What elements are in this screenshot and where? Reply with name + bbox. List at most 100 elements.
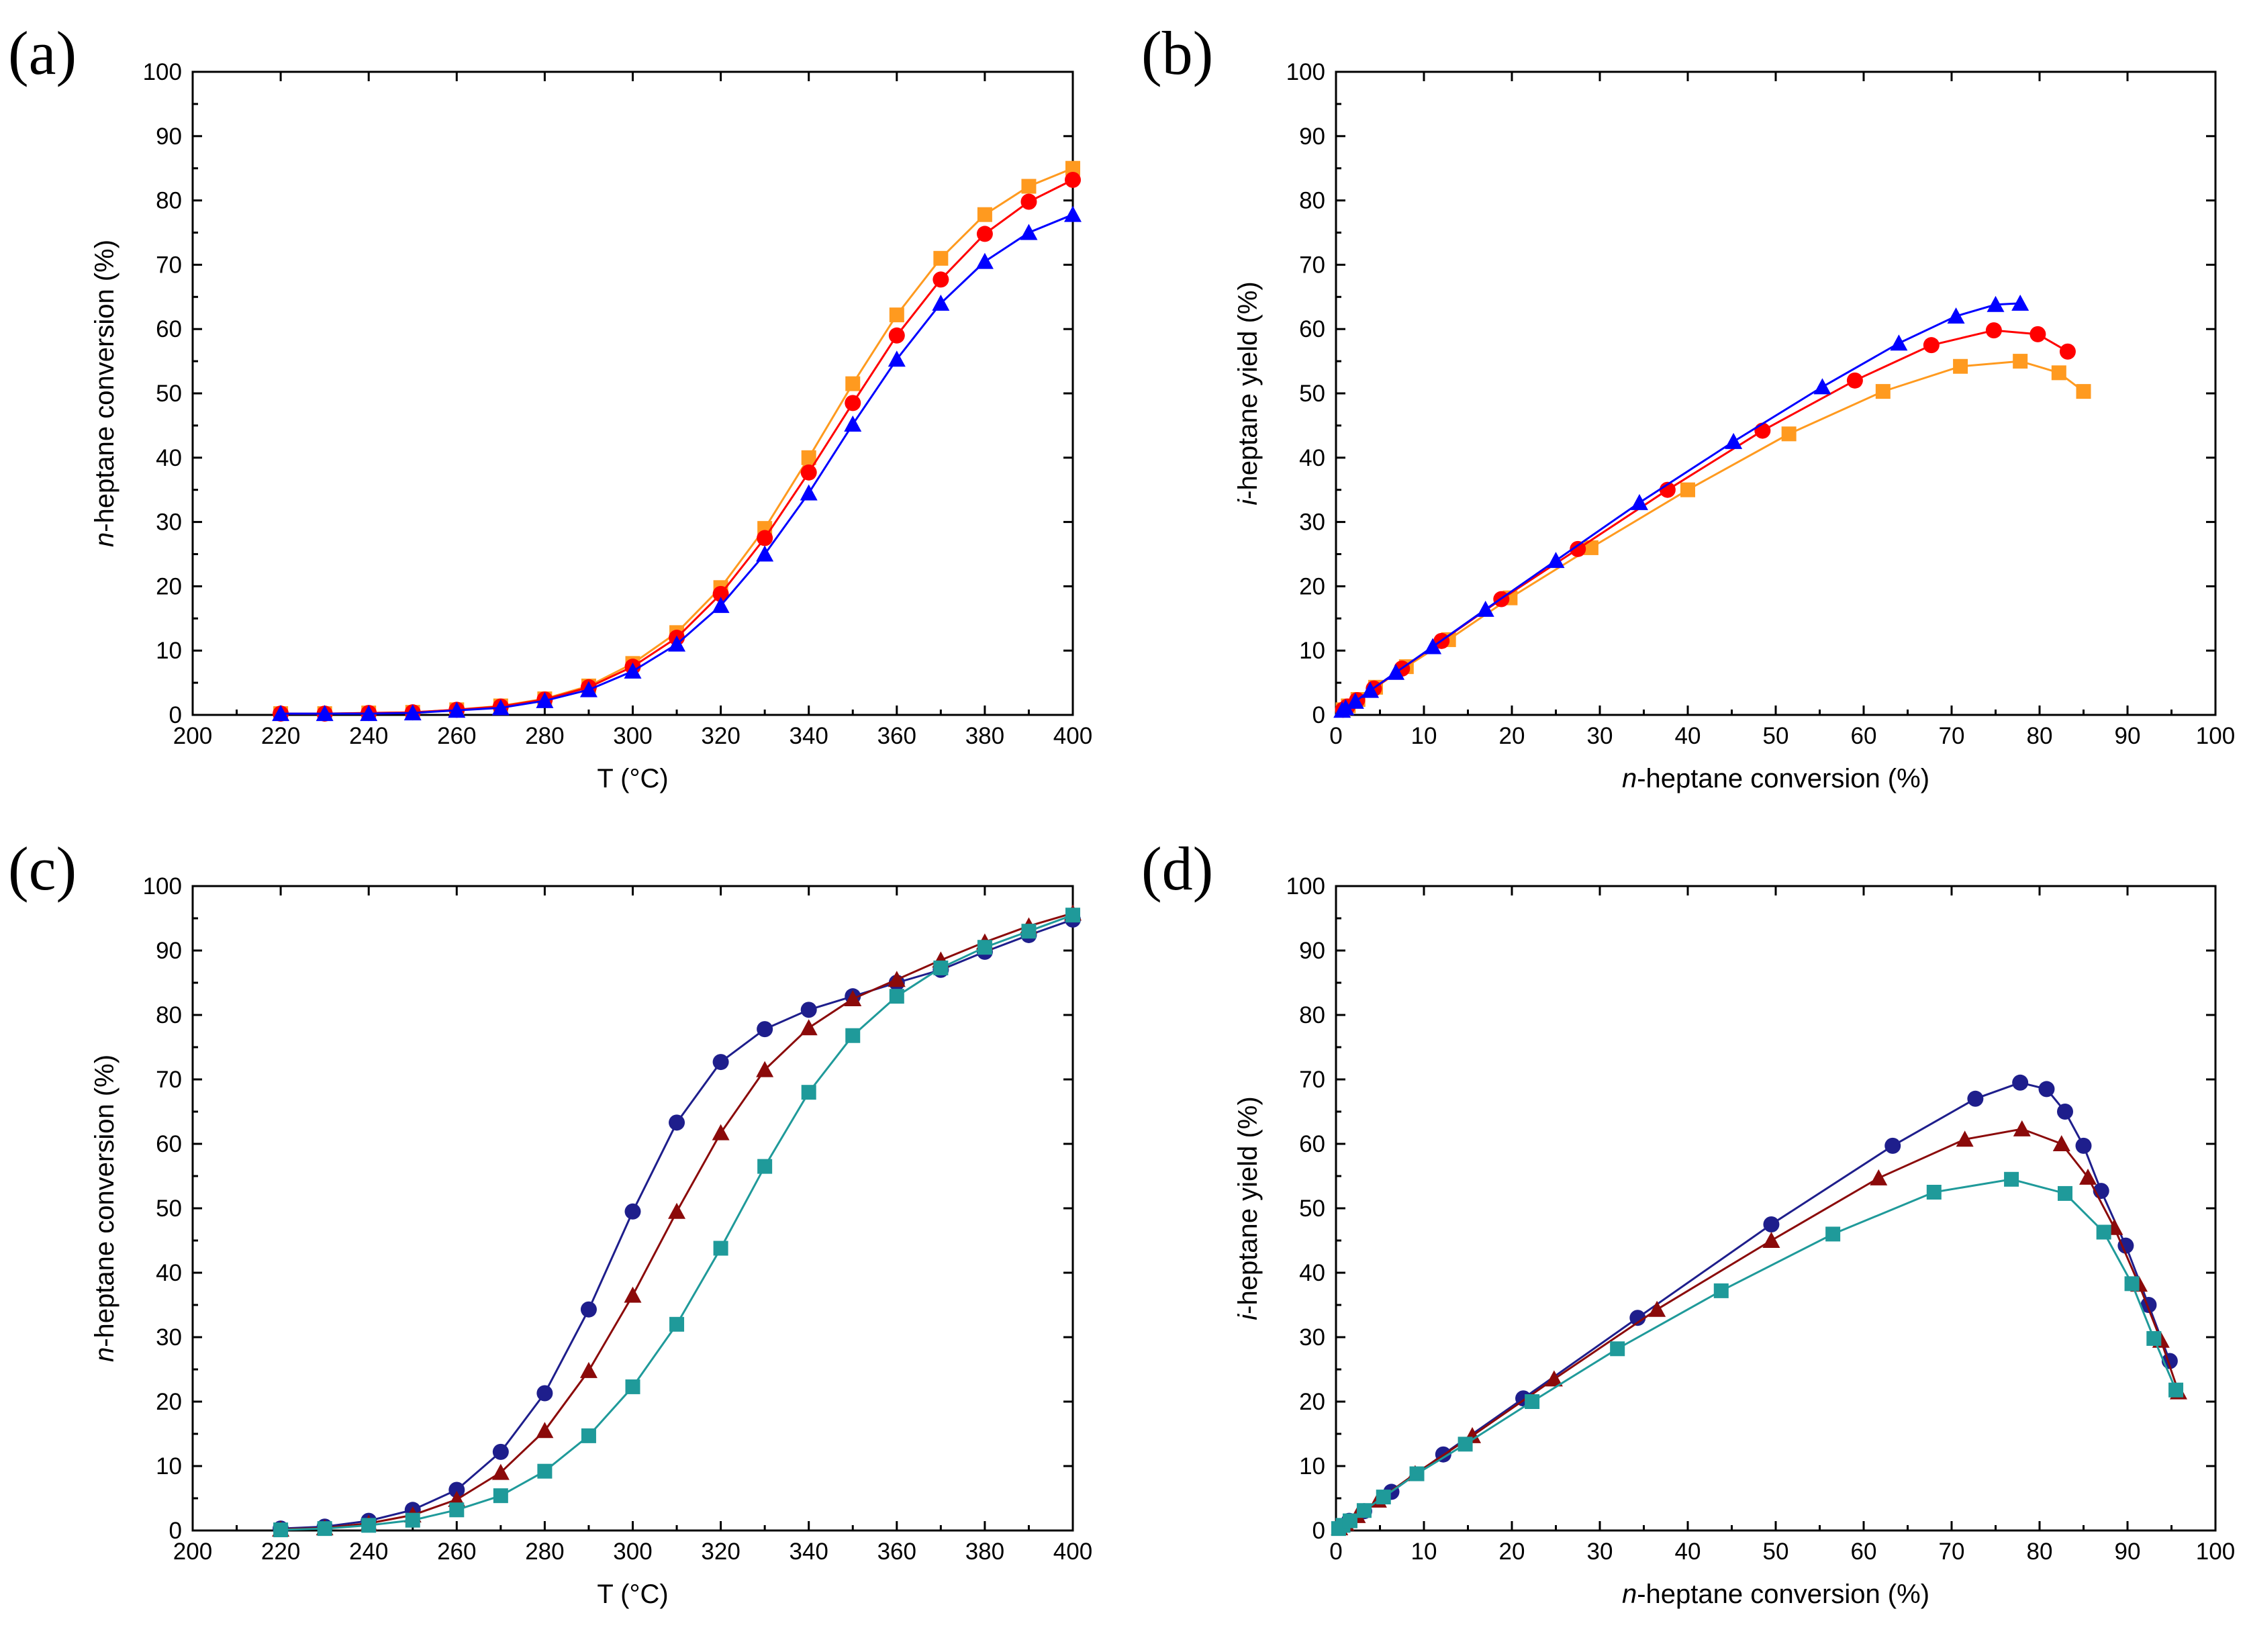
b-blue-triangle-point-3 xyxy=(1362,681,1380,698)
panel-b: (b) 0 10 20 30 40 50 60 70 80 90 100 0 10 20 30 40 50 60 70… xyxy=(1141,19,2235,793)
series-line-c-darkred-triangle xyxy=(281,912,1073,1530)
a-blue-triangle-point-17 xyxy=(1020,224,1038,240)
series-line-d-darkred-triangle xyxy=(1339,1128,2180,1529)
series-c-navy-circle xyxy=(273,911,1081,1537)
d-teal-square-point-6 xyxy=(1458,1437,1473,1452)
y-tick-label-c-8: 80 xyxy=(156,1002,182,1028)
c-navy-circle-point-4 xyxy=(448,1481,465,1498)
d-teal-square-point-8 xyxy=(1610,1341,1625,1357)
y-tick-label-a-0: 0 xyxy=(169,702,182,728)
series-b-blue-triangle xyxy=(1333,294,2029,718)
b-blue-triangle-point-2 xyxy=(1346,692,1364,709)
series-line-c-navy-circle xyxy=(281,918,1073,1530)
series-d-navy-circle xyxy=(1333,1074,2178,1535)
series-line-d-teal-square xyxy=(1338,1178,2177,1530)
x-tick-label-a-6: 320 xyxy=(701,723,740,749)
b-orange-square-point-13 xyxy=(2051,365,2066,381)
panel-a: (a) 200 220 240 260 280 300 320 340 360 380 400 0 10 2… xyxy=(8,19,1092,793)
a-blue-triangle-point-8 xyxy=(624,662,642,679)
c-teal-square-point-5 xyxy=(493,1488,508,1504)
panel-c: (c) 200 220 240 260 280 300 320 340 360 380 400 0 10 2… xyxy=(8,834,1092,1609)
a-blue-triangle-point-9 xyxy=(668,635,686,652)
panel-label-c: (c) xyxy=(8,834,77,903)
c-teal-square-point-9 xyxy=(669,1316,685,1332)
x-tick-label-b-10: 100 xyxy=(2196,723,2235,749)
c-teal-square-point-12 xyxy=(801,1085,816,1100)
x-tick-label-a-2: 240 xyxy=(349,723,388,749)
x-axis-title-c: T (°C) xyxy=(597,1580,668,1609)
b-red-circle-point-11 xyxy=(1923,337,1940,354)
a-blue-triangle-point-16 xyxy=(975,252,994,269)
c-navy-circle-point-9 xyxy=(669,1114,685,1131)
x-tick-label-c-7: 340 xyxy=(789,1539,828,1565)
b-blue-triangle-point-8 xyxy=(1630,493,1648,510)
y-tick-label-a-8: 80 xyxy=(156,188,182,214)
a-blue-triangle-point-12 xyxy=(800,484,818,501)
x-tick-label-b-1: 10 xyxy=(1411,723,1437,749)
x-tick-label-d-3: 30 xyxy=(1587,1539,1613,1565)
a-red-circle-point-14 xyxy=(888,327,905,344)
x-tick-label-c-4: 280 xyxy=(525,1539,564,1565)
b-red-circle-point-8 xyxy=(1659,481,1676,498)
x-tick-label-d-5: 50 xyxy=(1763,1539,1789,1565)
a-blue-triangle-point-4 xyxy=(448,701,466,718)
plot-frame-a xyxy=(191,70,1074,716)
d-teal-square-point-7 xyxy=(1525,1394,1540,1409)
x-tick-label-d-6: 60 xyxy=(1851,1539,1877,1565)
y-tick-label-d-10: 100 xyxy=(1286,873,1325,900)
a-orange-square-point-14 xyxy=(889,307,904,323)
x-axis-title-a: T (°C) xyxy=(597,764,668,793)
series-line-c-teal-square xyxy=(281,914,1073,1531)
series-d-darkred-triangle xyxy=(1331,1120,2187,1536)
x-tick-label-a-4: 280 xyxy=(525,723,564,749)
plot-frame-d xyxy=(1335,885,2217,1532)
x-tick-label-d-0: 0 xyxy=(1329,1539,1342,1565)
x-tick-label-b-5: 50 xyxy=(1763,723,1789,749)
a-orange-square-point-16 xyxy=(977,207,992,222)
y-tick-label-b-2: 20 xyxy=(1299,573,1325,599)
c-teal-square-point-7 xyxy=(581,1428,596,1443)
d-teal-square-point-10 xyxy=(1825,1226,1841,1242)
d-teal-square-point-3 xyxy=(1356,1503,1372,1518)
c-teal-square-point-17 xyxy=(1021,924,1037,939)
b-red-circle-point-12 xyxy=(1985,322,2002,339)
y-tick-label-b-0: 0 xyxy=(1312,702,1325,728)
panel-label-a: (a) xyxy=(8,19,77,87)
b-blue-triangle-point-4 xyxy=(1387,663,1405,680)
y-tick-label-d-3: 30 xyxy=(1299,1324,1325,1351)
x-tick-label-a-1: 220 xyxy=(261,723,300,749)
y-axis-title-c: n-heptane conversion (%) xyxy=(90,1055,120,1362)
b-blue-triangle-point-11 xyxy=(1890,334,1908,351)
y-tick-label-c-9: 90 xyxy=(156,938,182,964)
x-tick-label-d-7: 70 xyxy=(1939,1539,1965,1565)
b-orange-square-point-8 xyxy=(1680,482,1695,497)
y-tick-label-d-2: 20 xyxy=(1299,1389,1325,1415)
d-navy-circle-point-9 xyxy=(1967,1090,1984,1107)
d-darkred-triangle-point-6 xyxy=(1545,1370,1563,1387)
a-blue-triangle-point-14 xyxy=(888,350,906,367)
x-tick-label-d-9: 90 xyxy=(2115,1539,2141,1565)
y-tick-label-a-4: 40 xyxy=(156,445,182,471)
a-blue-triangle-point-0 xyxy=(272,705,290,722)
d-navy-circle-point-15 xyxy=(2117,1237,2134,1254)
a-red-circle-point-13 xyxy=(845,395,861,411)
b-orange-square-point-14 xyxy=(2076,384,2091,399)
x-tick-label-a-9: 380 xyxy=(965,723,1004,749)
y-tick-label-c-3: 30 xyxy=(156,1324,182,1351)
panel-label-d: (d) xyxy=(1141,834,1213,903)
a-orange-square-point-13 xyxy=(845,376,861,391)
y-tick-label-b-3: 30 xyxy=(1299,509,1325,536)
y-tick-label-a-3: 30 xyxy=(156,509,182,536)
a-red-circle-point-18 xyxy=(1065,171,1081,188)
d-navy-circle-point-8 xyxy=(1884,1137,1901,1154)
y-tick-label-b-4: 40 xyxy=(1299,445,1325,471)
b-red-circle-point-9 xyxy=(1754,422,1771,439)
d-teal-square-point-4 xyxy=(1376,1490,1391,1505)
panel-d: (d) 0 10 20 30 40 50 60 70 80 90 100 0 10 20 30 40 50 60 70… xyxy=(1141,834,2235,1609)
y-tick-label-d-1: 10 xyxy=(1299,1453,1325,1479)
y-tick-label-d-0: 0 xyxy=(1312,1518,1325,1544)
y-tick-label-c-1: 10 xyxy=(156,1453,182,1479)
c-navy-circle-point-8 xyxy=(624,1203,641,1220)
x-tick-label-c-2: 240 xyxy=(349,1539,388,1565)
